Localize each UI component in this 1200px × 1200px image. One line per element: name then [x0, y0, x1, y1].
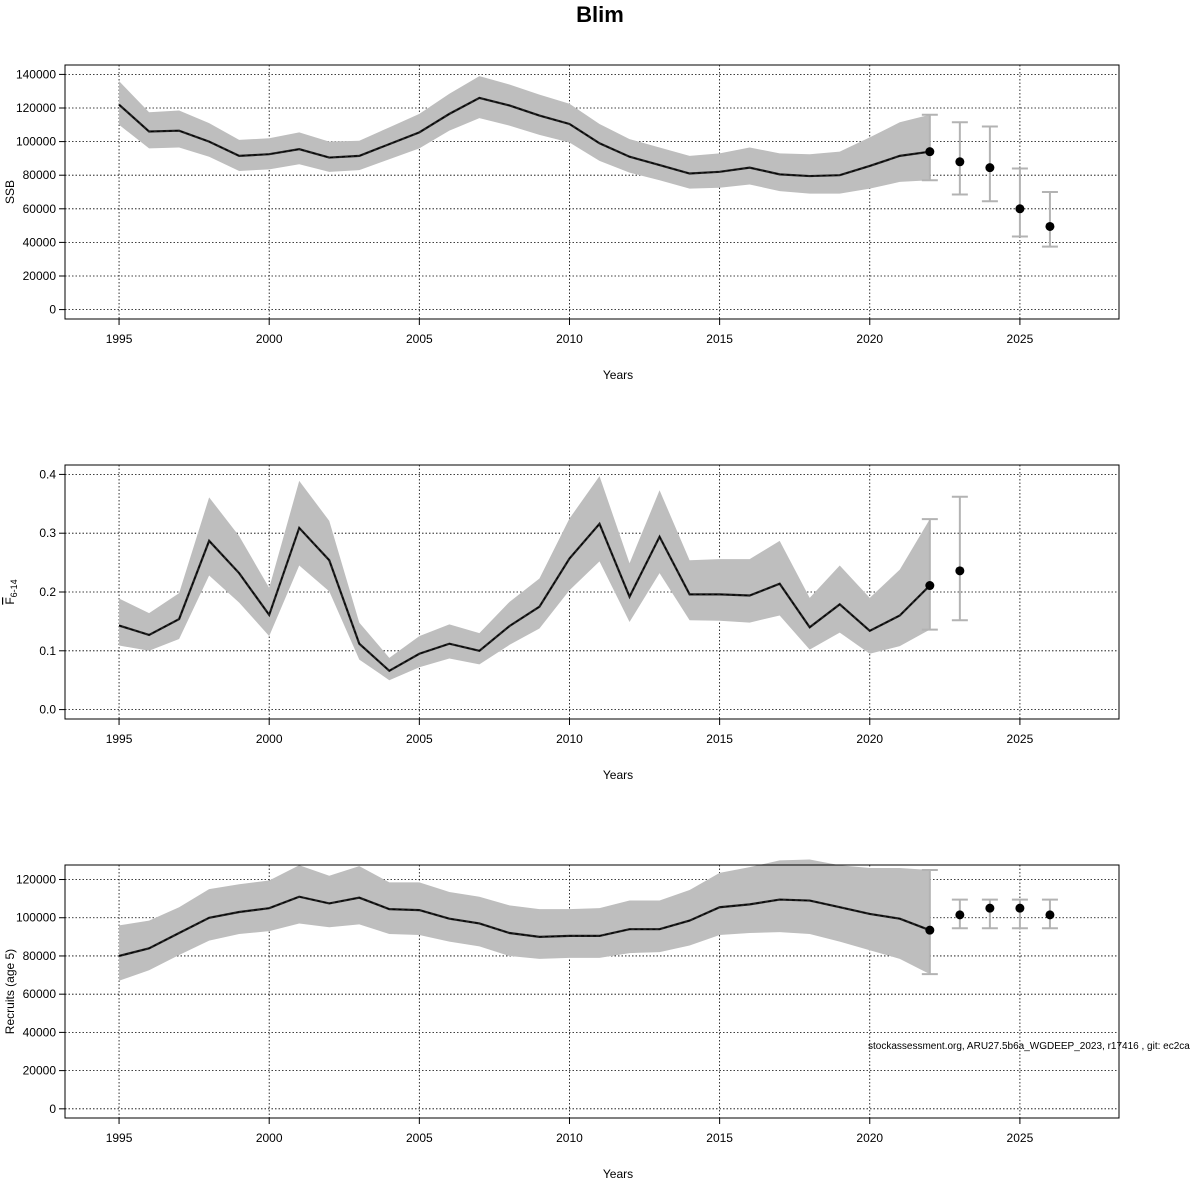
x-axis-label: Years [603, 1167, 633, 1181]
y-tick-label: 100000 [16, 911, 56, 925]
x-tick-label: 2015 [706, 1131, 733, 1145]
y-axis-label-main: F [3, 597, 17, 604]
x-tick-label: 2010 [556, 732, 583, 746]
forecast-point [985, 163, 995, 173]
x-axis-label: Years [603, 368, 633, 382]
plot-frame [64, 864, 1120, 1119]
x-tick-label: 1995 [106, 732, 133, 746]
chart-panel-1: 1995 2000 2005 2010 2015 2020 2025 0 20000 40000 6… [3, 64, 1120, 382]
y-tick-label: 0.2 [39, 585, 56, 599]
y-tick-label: 0.1 [39, 644, 56, 658]
y-tick-label: 40000 [23, 235, 57, 249]
y-tick-label: 120000 [16, 873, 56, 887]
estimate-line-dashed [118, 896, 930, 957]
chart-panel-3: 1995 2000 2005 2010 2015 2020 2025 0 20000 40000 6… [3, 859, 1120, 1181]
x-tick-label: 2005 [406, 732, 433, 746]
y-tick-label: 0.3 [39, 526, 56, 540]
x-axis-label: Years [603, 768, 633, 782]
y-tick-label: 80000 [23, 168, 57, 182]
x-tick-label: 2020 [856, 732, 883, 746]
forecast-point [955, 157, 965, 167]
x-tick-label: 1995 [106, 1131, 133, 1145]
page-title: Blim [576, 2, 624, 27]
y-tick-label: 40000 [23, 1025, 57, 1039]
forecast-point [1045, 910, 1055, 920]
y-axis-label: F6-14 [3, 579, 19, 604]
y-tick-label: 20000 [23, 269, 57, 283]
y-axis-label-sub: 6-14 [9, 579, 19, 597]
y-axis-label: Recruits (age 5) [3, 949, 17, 1034]
x-tick-label: 2005 [406, 1131, 433, 1145]
x-tick-label: 2015 [706, 332, 733, 346]
confidence-band [119, 859, 930, 981]
x-tick-label: 2020 [856, 1131, 883, 1145]
x-tick-label: 2000 [256, 332, 283, 346]
plot-frame [64, 64, 1120, 320]
forecast-point [955, 910, 965, 920]
forecast-point [1045, 221, 1055, 231]
y-tick-label: 100000 [16, 135, 56, 149]
x-tick-label: 2025 [1007, 732, 1034, 746]
x-tick-label: 2000 [256, 1131, 283, 1145]
y-tick-label: 0 [49, 1102, 56, 1116]
forecast-point [925, 581, 935, 591]
x-tick-label: 1995 [106, 332, 133, 346]
forecast-point [955, 566, 965, 576]
y-tick-label: 0.0 [39, 703, 56, 717]
confidence-band [119, 76, 930, 194]
footer-note: stockassessment.org, ARU27.5b6a_WGDEEP_2… [868, 1041, 1190, 1052]
x-tick-label: 2010 [556, 332, 583, 346]
estimate-line [118, 521, 931, 673]
y-tick-label: 120000 [16, 101, 56, 115]
y-axis-label: SSB [3, 180, 17, 204]
confidence-band [119, 476, 930, 681]
y-tick-label: 60000 [23, 987, 57, 1001]
y-tick-label: 20000 [23, 1064, 57, 1078]
x-tick-label: 2025 [1007, 332, 1034, 346]
x-tick-label: 2005 [406, 332, 433, 346]
x-tick-label: 2010 [556, 1131, 583, 1145]
chart-panel-2: 1995 2000 2005 2010 2015 2020 2025 0.0 0.1 0.2 0.3… [3, 464, 1120, 782]
y-tick-label: 0.4 [39, 467, 56, 481]
y-tick-label: 80000 [23, 949, 57, 963]
forecast-point [1015, 903, 1025, 913]
estimate-line-dashed [118, 97, 930, 177]
y-tick-label: 140000 [16, 67, 56, 81]
x-tick-label: 2000 [256, 732, 283, 746]
x-tick-label: 2015 [706, 732, 733, 746]
x-tick-label: 2025 [1007, 1131, 1034, 1145]
y-tick-label: 60000 [23, 202, 57, 216]
forecast-point [1015, 204, 1025, 214]
x-tick-label: 2020 [856, 332, 883, 346]
forecast-point [925, 147, 935, 157]
forecast-point [925, 925, 935, 935]
y-tick-label: 0 [49, 303, 56, 317]
forecast-point [985, 903, 995, 913]
